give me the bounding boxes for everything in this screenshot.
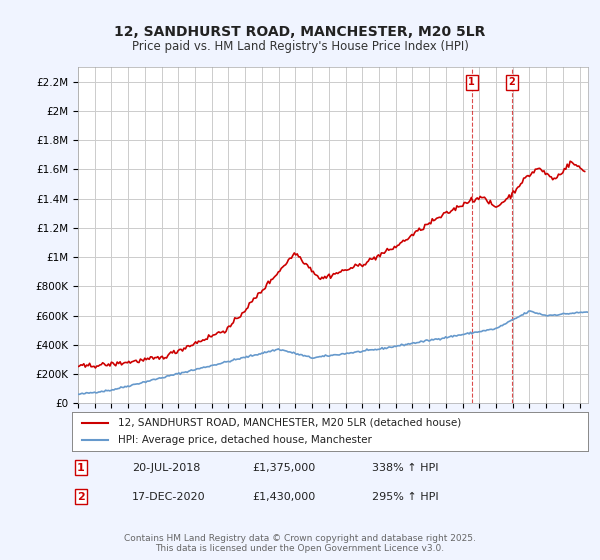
Text: 1: 1 [77,463,85,473]
Text: £1,430,000: £1,430,000 [252,492,315,502]
Text: 1: 1 [469,77,475,87]
Text: HPI: Average price, detached house, Manchester: HPI: Average price, detached house, Manc… [118,435,373,445]
Text: 20-JUL-2018: 20-JUL-2018 [132,463,200,473]
Text: £1,375,000: £1,375,000 [252,463,315,473]
Text: 2: 2 [77,492,85,502]
Text: 12, SANDHURST ROAD, MANCHESTER, M20 5LR (detached house): 12, SANDHURST ROAD, MANCHESTER, M20 5LR … [118,418,461,428]
Text: Price paid vs. HM Land Registry's House Price Index (HPI): Price paid vs. HM Land Registry's House … [131,40,469,53]
Text: 17-DEC-2020: 17-DEC-2020 [132,492,206,502]
Text: Contains HM Land Registry data © Crown copyright and database right 2025.
This d: Contains HM Land Registry data © Crown c… [124,534,476,553]
Text: 12, SANDHURST ROAD, MANCHESTER, M20 5LR: 12, SANDHURST ROAD, MANCHESTER, M20 5LR [115,25,485,39]
Text: 295% ↑ HPI: 295% ↑ HPI [372,492,439,502]
Text: 2: 2 [509,77,515,87]
Text: 338% ↑ HPI: 338% ↑ HPI [372,463,439,473]
